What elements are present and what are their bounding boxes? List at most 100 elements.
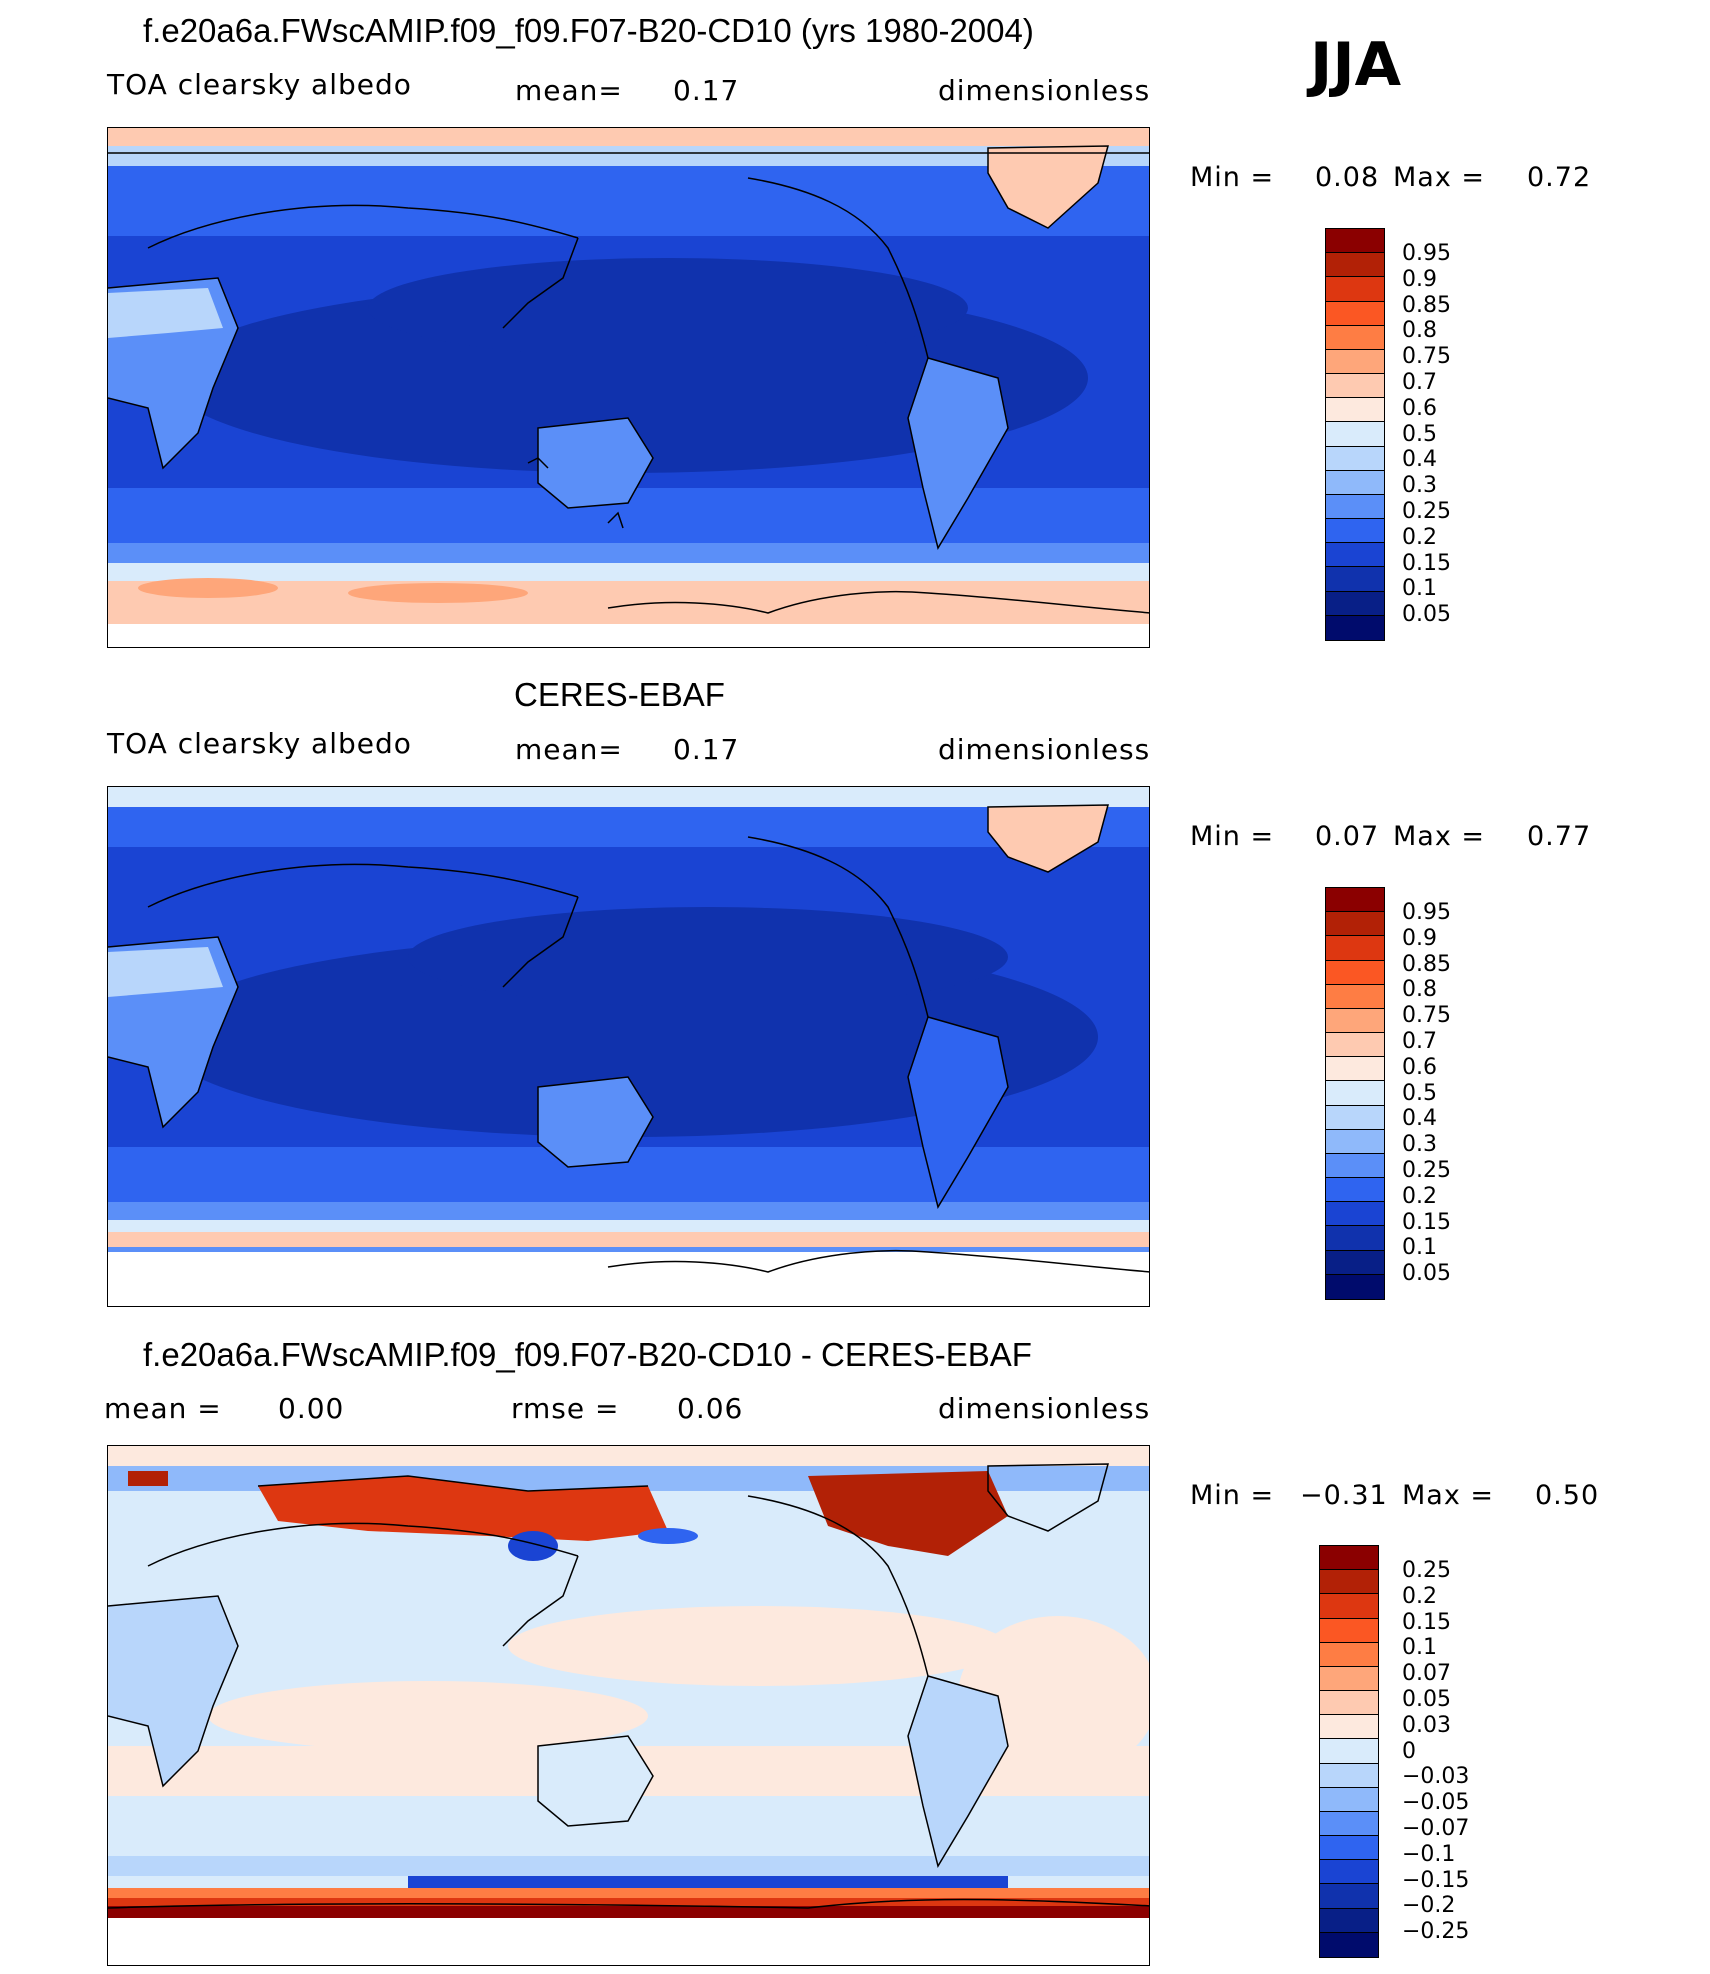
colorbar-swatch	[1320, 1860, 1378, 1885]
colorbar-tick-label: 0.95	[1402, 900, 1451, 925]
panel-obs-units: dimensionless	[938, 733, 1151, 766]
colorbar-swatch	[1326, 615, 1384, 640]
colorbar-tick-label: 0.5	[1402, 421, 1437, 447]
colorbar-tick-label: 0.1	[1402, 1235, 1437, 1261]
colorbar-tick-label: 0.9	[1402, 925, 1437, 951]
colorbar-tick-label: −0.15	[1402, 1867, 1470, 1893]
colorbar-tick-label: 0.9	[1402, 266, 1437, 292]
colorbar-swatch	[1326, 912, 1384, 937]
colorbar-swatch	[1320, 1932, 1378, 1957]
panel-model-variable: TOA clearsky albedo	[107, 68, 412, 101]
colorbar-swatch	[1326, 543, 1384, 568]
colorbar-swatch	[1326, 591, 1384, 616]
panel-diff-min-value: −0.31	[1300, 1480, 1388, 1511]
colorbar-swatch	[1326, 888, 1384, 913]
map-diff-svg	[108, 1446, 1149, 1965]
map-obs	[107, 786, 1150, 1307]
panel-model-min-label: Min =	[1190, 162, 1275, 193]
colorbar-tick-label: −0.03	[1402, 1764, 1470, 1790]
colorbar-swatch	[1320, 1715, 1378, 1740]
colorbar-swatch	[1326, 494, 1384, 520]
colorbar-tick-label: 0.2	[1402, 1583, 1437, 1609]
colorbar-obs	[1325, 887, 1385, 1300]
colorbar-swatch	[1326, 1274, 1384, 1299]
colorbar-tick-label: 0.75	[1402, 1003, 1451, 1029]
colorbar-swatch	[1326, 1153, 1384, 1179]
map-obs-svg	[108, 787, 1149, 1306]
colorbar-tick-label: 0.7	[1402, 1028, 1437, 1054]
colorbar-tick-label: 0.1	[1402, 576, 1437, 602]
colorbar-tick-label: 0.15	[1402, 550, 1451, 576]
panel-obs-max-value: 0.77	[1527, 821, 1592, 852]
colorbar-tick-label: −0.2	[1402, 1893, 1456, 1919]
panel-obs-max-label: Max =	[1393, 821, 1486, 852]
colorbar-tick-label: 0.3	[1402, 473, 1437, 499]
colorbar-swatch	[1326, 253, 1384, 278]
colorbar-tick-label: 0.85	[1402, 951, 1451, 977]
panel-diff-max-label: Max =	[1402, 1480, 1495, 1511]
colorbar-swatch	[1326, 960, 1384, 985]
colorbar-model-labels: 0.95 0.9 0.85 0.8 0.75 0.7 0.6 0.5 0.4 0.3 0.25 0.2…	[1402, 241, 1451, 628]
colorbar-tick-label: 0.95	[1402, 241, 1451, 266]
colorbar-tick-label: −0.1	[1402, 1841, 1456, 1867]
colorbar-swatch	[1320, 1642, 1378, 1667]
colorbar-swatch	[1326, 1008, 1384, 1034]
colorbar-tick-label: 0.6	[1402, 1054, 1437, 1080]
panel-model-min-value: 0.08	[1315, 162, 1380, 193]
colorbar-tick-label: −0.05	[1402, 1790, 1470, 1816]
map-model	[107, 127, 1150, 648]
colorbar-tick-label: 0.07	[1402, 1661, 1451, 1687]
colorbar-tick-label: 0.05	[1402, 1261, 1451, 1287]
colorbar-swatch	[1326, 349, 1384, 375]
colorbar-swatch	[1326, 470, 1384, 495]
colorbar-tick-label: 0.2	[1402, 1183, 1437, 1209]
colorbar-swatch	[1320, 1908, 1378, 1933]
panel-diff-units: dimensionless	[938, 1392, 1151, 1425]
colorbar-swatch	[1320, 1546, 1378, 1571]
colorbar-swatch	[1326, 1226, 1384, 1251]
colorbar-tick-label: 0.2	[1402, 524, 1437, 550]
colorbar-tick-label: 0.8	[1402, 977, 1437, 1003]
colorbar-swatch	[1326, 1081, 1384, 1106]
colorbar-tick-label: 0.3	[1402, 1132, 1437, 1158]
panel-diff-title: f.e20a6a.FWscAMIP.f09_f09.F07-B20-CD10 -…	[143, 1336, 1032, 1373]
colorbar-swatch	[1320, 1570, 1378, 1595]
colorbar-obs-labels: 0.95 0.9 0.85 0.8 0.75 0.7 0.6 0.5 0.4 0.3 0.25 0.2…	[1402, 900, 1451, 1287]
map-diff	[107, 1445, 1150, 1966]
colorbar-swatch	[1326, 398, 1384, 423]
colorbar-swatch	[1326, 229, 1384, 254]
colorbar-tick-label: 0.5	[1402, 1080, 1437, 1106]
panel-diff-min-label: Min =	[1190, 1480, 1275, 1511]
colorbar-swatch	[1320, 1739, 1378, 1764]
colorbar-swatch	[1326, 1057, 1384, 1082]
panel-model-max-label: Max =	[1393, 162, 1486, 193]
colorbar-swatch	[1326, 422, 1384, 447]
panel-model-max-value: 0.72	[1527, 162, 1592, 193]
colorbar-swatch	[1320, 1594, 1378, 1619]
colorbar-tick-label: 0.8	[1402, 318, 1437, 344]
colorbar-tick-label: 0.15	[1402, 1209, 1451, 1235]
colorbar-swatch	[1326, 325, 1384, 350]
colorbar-swatch	[1326, 1129, 1384, 1154]
colorbar-swatch	[1326, 1202, 1384, 1227]
colorbar-swatch	[1320, 1811, 1378, 1837]
colorbar-swatch	[1320, 1787, 1378, 1812]
colorbar-tick-label: −0.25	[1402, 1919, 1470, 1945]
colorbar-swatch	[1326, 1178, 1384, 1203]
colorbar-tick-label: 0.85	[1402, 292, 1451, 318]
panel-model-mean-value: 0.17	[673, 74, 740, 107]
colorbar-swatch	[1326, 446, 1384, 471]
colorbar-swatch	[1320, 1763, 1378, 1788]
colorbar-swatch	[1326, 567, 1384, 592]
colorbar-diff-labels: 0.25 0.2 0.15 0.1 0.07 0.05 0.03 0 −0.03 −0.05 −0.…	[1402, 1558, 1469, 1945]
colorbar-swatch	[1320, 1884, 1378, 1909]
panel-obs-variable: TOA clearsky albedo	[107, 727, 412, 760]
colorbar-tick-label: 0.4	[1402, 1106, 1437, 1132]
panel-diff-rmse-label: rmse =	[511, 1392, 620, 1425]
panel-diff-mean-label: mean =	[104, 1392, 222, 1425]
colorbar-tick-label: 0.7	[1402, 369, 1437, 395]
colorbar-swatch	[1320, 1666, 1378, 1692]
colorbar-swatch	[1320, 1691, 1378, 1716]
colorbar-tick-label: 0.4	[1402, 447, 1437, 473]
colorbar-swatch	[1326, 1105, 1384, 1130]
